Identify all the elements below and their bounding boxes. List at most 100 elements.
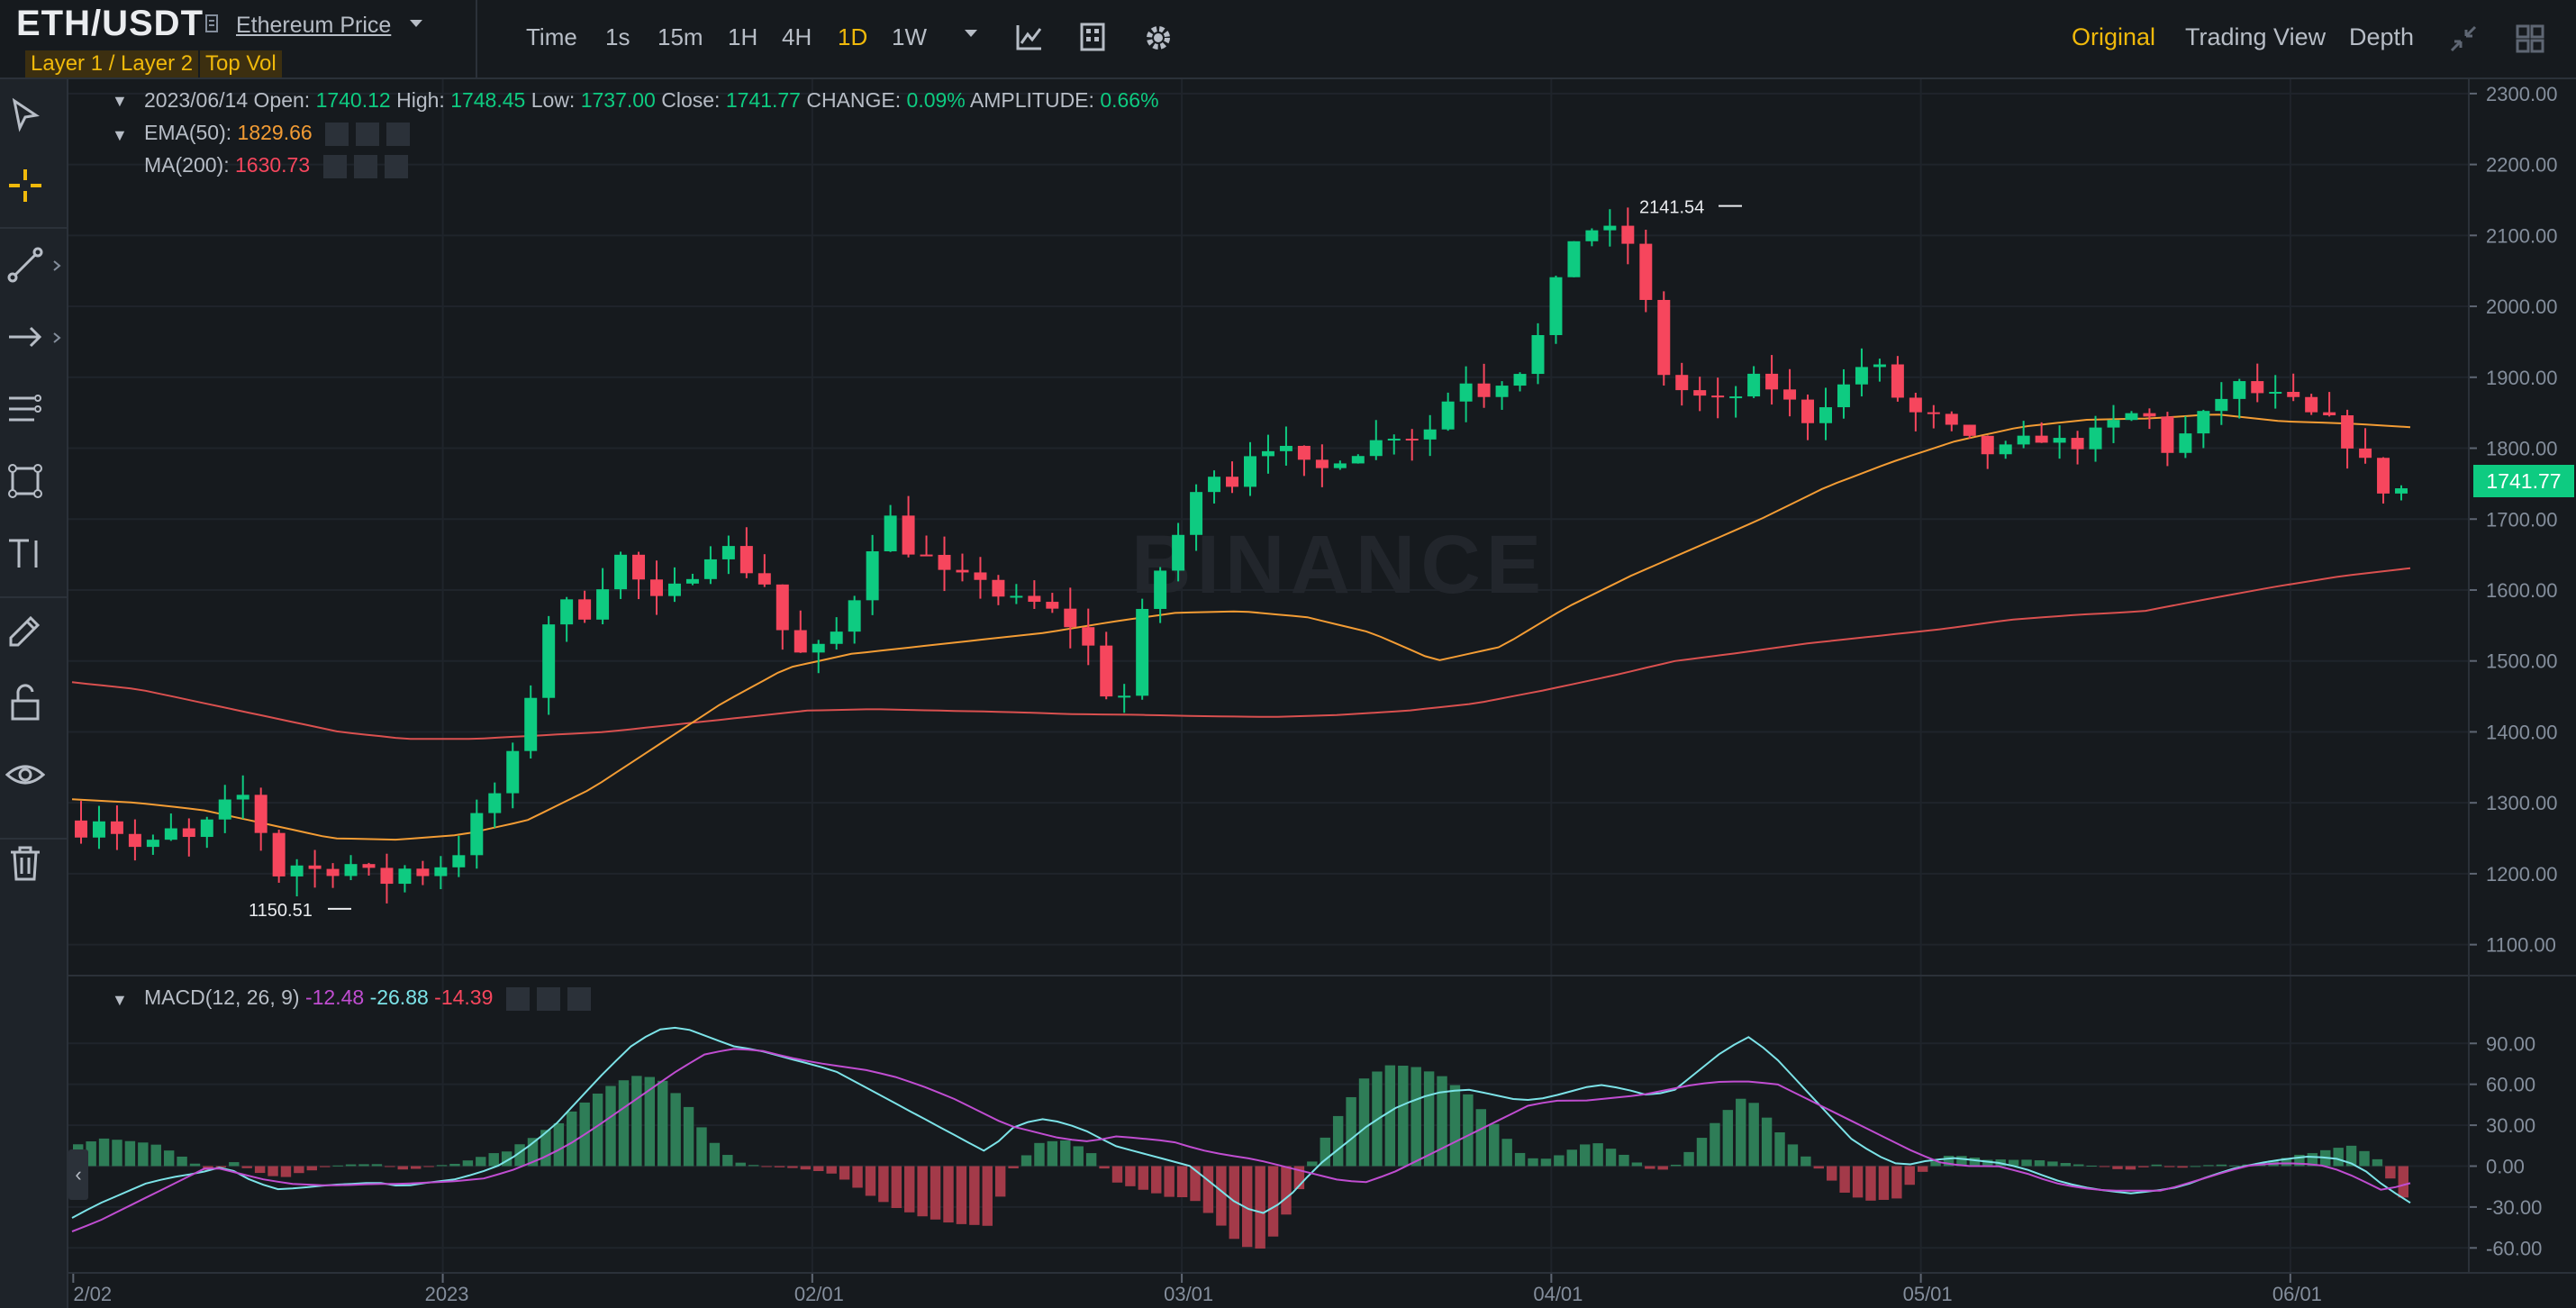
macd-hist-bar (670, 1093, 681, 1167)
candle-body (2197, 411, 2210, 434)
price-axis[interactable]: 2300.00 2200.00 2100.00 2000.00 1900.00 1800.… (2468, 83, 2558, 957)
macd-hist-bar (2216, 1164, 2227, 1167)
indicator-close-button[interactable] (386, 122, 411, 146)
candle-body (362, 864, 376, 868)
crosshair-icon[interactable] (5, 166, 45, 205)
macd-lines (71, 1026, 2411, 1233)
pair-symbol[interactable]: ETH/USDT (16, 4, 204, 43)
macd-hist-bar (294, 1166, 304, 1174)
legend-date: 2023/06/14 (144, 88, 249, 112)
macd-hist-bar (1774, 1132, 1785, 1167)
indicator-settings-button[interactable] (353, 154, 377, 178)
brush-icon[interactable] (5, 611, 45, 650)
expand-chevron-icon[interactable] (50, 259, 63, 272)
candle-body (956, 569, 969, 573)
tag-top-vol[interactable]: Top Vol (200, 50, 282, 77)
indicator-hide-button[interactable] (322, 154, 347, 178)
candle-body (560, 599, 574, 625)
fib-retracement-icon[interactable] (5, 389, 45, 429)
indicator-hide-button[interactable] (325, 122, 349, 146)
interval-1h[interactable]: 1H (728, 23, 758, 50)
tag-layer[interactable]: Layer 1 / Layer 2 (25, 50, 199, 77)
pair-dropdown-icon[interactable] (407, 16, 425, 31)
ray-arrow-icon[interactable] (5, 317, 45, 357)
macd-hist-bar (332, 1165, 343, 1167)
trash-icon[interactable] (5, 843, 45, 883)
legend-collapse-icon[interactable]: ▼ (112, 991, 128, 1009)
macd-hist-bar (1956, 1156, 1967, 1167)
interval-time[interactable]: Time (526, 23, 577, 50)
indicator-hide-button[interactable] (505, 986, 530, 1011)
legend-collapse-icon[interactable]: ▼ (112, 126, 128, 144)
candle-body (2161, 416, 2174, 453)
macd-hist-bar (1554, 1155, 1565, 1167)
macd-hist-bar (1151, 1166, 1162, 1194)
expand-chevron-icon[interactable] (50, 332, 63, 344)
macd-hist-bar (1176, 1166, 1188, 1198)
candle-body (1783, 389, 1797, 400)
layout-grid-icon[interactable] (2515, 23, 2545, 54)
candle-body (1064, 608, 1077, 628)
candle-body (1243, 456, 1256, 487)
candle-body (2017, 435, 2030, 445)
candle-body (920, 554, 933, 557)
indicator-settings-button[interactable] (356, 122, 380, 146)
indicator-settings-button[interactable] (536, 986, 560, 1011)
macd-axis[interactable]: 90.00 60.00 30.00 0.00 -30.00 -60.00 (2468, 1032, 2542, 1259)
macd-hist-bar (1085, 1153, 1097, 1167)
candle-body (884, 515, 897, 551)
ema-label: EMA(50): (144, 121, 232, 144)
macd-hist-bar (2125, 1166, 2136, 1170)
eye-icon[interactable] (5, 755, 46, 795)
view-depth[interactable]: Depth (2349, 23, 2415, 50)
price-tick-label: 1900.00 (2486, 367, 2558, 389)
trendline-icon[interactable] (5, 245, 45, 285)
scroll-left-button[interactable]: ‹ (68, 1149, 88, 1200)
chart-template-icon[interactable] (1079, 22, 1106, 52)
interval-1d[interactable]: 1D (838, 23, 868, 50)
macd-hist-bar (1164, 1166, 1175, 1197)
settings-gear-icon[interactable] (1142, 22, 1175, 54)
view-original[interactable]: Original (2072, 23, 2156, 50)
candle-body (2125, 413, 2138, 421)
macd-hist-bar (930, 1166, 941, 1220)
interval-1w[interactable]: 1W (892, 23, 927, 50)
unlock-icon[interactable] (5, 683, 45, 722)
macd-hist-bar (1384, 1065, 1396, 1167)
macd-hist-bar (98, 1138, 110, 1167)
text-tool-icon[interactable] (5, 533, 45, 573)
candle-body (2359, 448, 2372, 459)
collapse-fullscreen-icon[interactable] (2448, 23, 2479, 54)
cursor-arrow-icon[interactable] (5, 95, 45, 135)
view-trading-view[interactable]: Trading View (2185, 23, 2327, 50)
legend-collapse-icon[interactable]: ▼ (112, 92, 128, 110)
candle-body (1226, 477, 1239, 487)
macd-hist-bar (514, 1144, 525, 1167)
candle-body (1819, 407, 1832, 423)
indicator-close-button[interactable] (567, 986, 591, 1011)
macd-dea-value: -26.88 (369, 986, 429, 1009)
macd-hist-bar (1878, 1166, 1890, 1200)
macd-hist-bar (696, 1127, 707, 1167)
candle-body (452, 855, 466, 867)
shape-rect-icon[interactable] (5, 461, 45, 501)
interval-15m[interactable]: 15m (658, 23, 703, 50)
macd-hist-bar (1255, 1166, 1265, 1249)
document-icon[interactable] (205, 14, 218, 32)
indicators-icon[interactable] (1014, 22, 1045, 52)
macd-hist-bar (1229, 1166, 1239, 1240)
interval-1s[interactable]: 1s (605, 23, 630, 50)
time-axis[interactable]: 2/02 2023 02/01 03/01 04/01 05/01 06/01 (72, 1274, 2322, 1305)
macd-hist-bar (1501, 1139, 1512, 1167)
interval-dropdown-icon[interactable] (962, 27, 980, 41)
ethereum-price-link[interactable]: Ethereum Price (236, 13, 392, 38)
indicator-close-button[interactable] (384, 154, 408, 178)
interval-4h[interactable]: 4H (782, 23, 812, 50)
candle-body (1567, 241, 1581, 277)
time-tick-label: 2023 (425, 1283, 469, 1305)
macd-hist-bar (2307, 1153, 2318, 1167)
candle-body (1477, 383, 1491, 397)
candle-body (721, 546, 735, 559)
pane-divider[interactable] (68, 975, 2576, 976)
